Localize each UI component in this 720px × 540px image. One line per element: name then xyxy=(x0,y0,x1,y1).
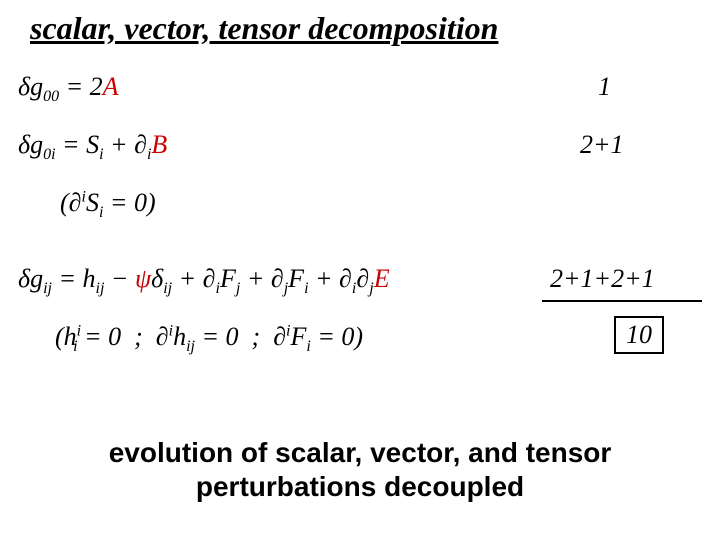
footer-line1: evolution of scalar, vector, and tensor xyxy=(109,437,612,468)
eq-gij: δgij = hij − ψδij + ∂iFj + ∂jFi + ∂i∂jE xyxy=(18,264,390,298)
constraint-S: (∂iSi = 0) xyxy=(60,188,156,222)
scalar-A: A xyxy=(103,72,119,101)
scalar-B: B xyxy=(151,130,167,159)
footer-text: evolution of scalar, vector, and tensor … xyxy=(70,436,650,503)
count-1: 1 xyxy=(598,72,611,102)
eq-g00: δg00 = 2A xyxy=(18,72,119,106)
scalar-E: E xyxy=(374,264,390,293)
eq-g00-lhs: δg00 = 2A xyxy=(18,72,119,101)
footer-line2: perturbations decoupled xyxy=(196,471,524,502)
constraint-hF: (hii = 0 ; ∂ihij = 0 ; ∂iFi = 0) xyxy=(55,322,363,356)
scalar-psi: ψ xyxy=(135,264,151,293)
eq-g0i: δg0i = Si + ∂iB xyxy=(18,130,167,164)
count-3: 2+1+2+1 xyxy=(550,264,655,294)
total-box: 10 xyxy=(614,316,664,354)
slide: scalar, vector, tensor decomposition δg0… xyxy=(0,0,720,540)
sum-rule xyxy=(542,300,702,302)
slide-title: scalar, vector, tensor decomposition xyxy=(30,10,498,47)
count-2: 2+1 xyxy=(580,130,624,160)
